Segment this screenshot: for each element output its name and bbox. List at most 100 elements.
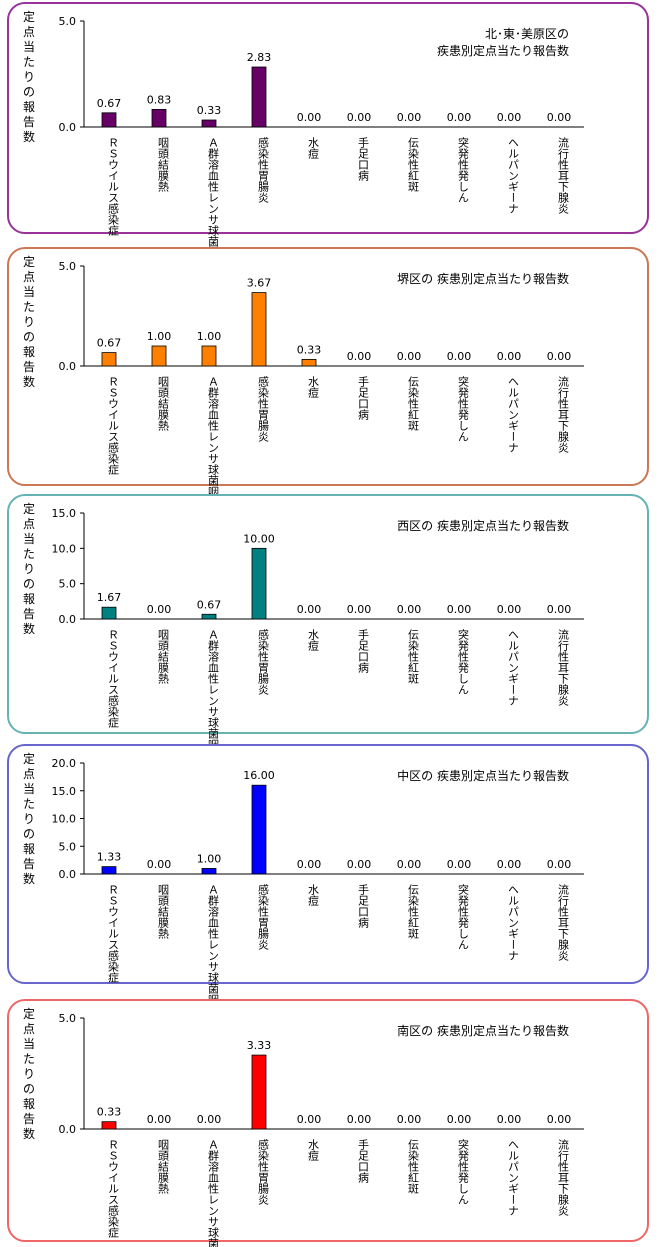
data-label: 3.67	[247, 277, 272, 290]
chart-title-line: 南区の 疾患別定点当たり報告数	[397, 1024, 569, 1038]
y-axis-label: 定点当たりの報告数	[22, 502, 35, 636]
category-label: 咽頭結膜熱	[157, 376, 170, 432]
data-label: 0.00	[347, 603, 372, 616]
category-label: ヘルパンギーナ	[507, 1139, 520, 1216]
category-label: 伝染性紅斑	[407, 137, 420, 193]
bar-chart: 0.0 5.0 0.33 ＲＳウイルス感染症 0.00 咽頭結膜熱 0.00 Ａ群溶血性レンサ…	[59, 1012, 584, 1247]
data-label: 0.00	[497, 350, 522, 363]
category-label: 咽頭結膜熱	[157, 1139, 170, 1195]
data-label: 0.00	[397, 858, 422, 871]
data-label: 0.00	[347, 858, 372, 871]
data-label: 0.00	[297, 603, 322, 616]
bar	[251, 1054, 267, 1130]
y-tick-label: 5.0	[59, 578, 77, 591]
category-label: ＲＳウイルス感染症	[107, 376, 120, 476]
category-label: 手足口病	[357, 136, 370, 182]
bar	[101, 352, 117, 367]
category-label: 伝染性紅斑	[407, 376, 420, 432]
category-label: 感染性胃腸炎	[257, 137, 270, 203]
category-label: Ａ群溶血性レンサ球菌咽頭炎	[207, 376, 220, 519]
category-label: Ａ群溶血性レンサ球菌咽頭炎	[207, 137, 220, 280]
chart-title-line: 中区の 疾患別定点当たり報告数	[397, 769, 569, 783]
category-label: 水痘	[307, 376, 320, 399]
category-label: 手足口病	[357, 375, 370, 421]
y-axis-label: 定点当たりの報告数	[22, 10, 35, 144]
category-label: 咽頭結膜熱	[157, 884, 170, 940]
category-label: 感染性胃腸炎	[257, 884, 270, 950]
category-label: 咽頭結膜熱	[157, 629, 170, 685]
data-label: 0.33	[297, 343, 322, 356]
bar	[251, 547, 267, 620]
bar	[101, 112, 117, 128]
data-label: 16.00	[243, 769, 275, 782]
category-label: 突発性発しん	[457, 628, 470, 695]
category-label: 手足口病	[357, 628, 370, 674]
data-label: 0.00	[347, 350, 372, 363]
data-label: 0.67	[97, 337, 122, 350]
data-label: 0.00	[397, 603, 422, 616]
category-label: 伝染性紅斑	[407, 884, 420, 940]
data-label: 0.00	[147, 1113, 172, 1126]
data-label: 0.00	[547, 111, 572, 124]
y-tick-label: 5.0	[59, 15, 77, 28]
data-label: 1.00	[197, 330, 222, 343]
bar-chart: 0.0 5.0 10.0 15.0 20.0 1.33 ＲＳウイルス感染症 0.00 咽頭結膜熱…	[52, 757, 584, 1027]
bar	[251, 292, 267, 367]
category-label: 手足口病	[357, 883, 370, 929]
data-label: 0.00	[397, 111, 422, 124]
category-label: 感染性胃腸炎	[257, 1139, 270, 1205]
data-label: 0.83	[147, 93, 172, 106]
category-label: 突発性発しん	[457, 375, 470, 442]
data-label: 0.00	[547, 1113, 572, 1126]
y-tick-label: 5.0	[59, 840, 77, 853]
y-axis-label: 定点当たりの報告数	[22, 255, 35, 389]
category-label: ヘルパンギーナ	[507, 376, 520, 453]
category-label: Ａ群溶血性レンサ球菌咽頭炎	[207, 1139, 220, 1247]
data-label: 3.33	[247, 1039, 272, 1052]
data-label: 0.00	[347, 111, 372, 124]
data-label: 0.00	[497, 858, 522, 871]
bar	[201, 868, 217, 875]
y-tick-label: 10.0	[52, 542, 77, 555]
y-tick-label: 5.0	[59, 260, 77, 273]
data-label: 0.00	[447, 1113, 472, 1126]
chart-title: 中区の 疾患別定点当たり報告数	[397, 768, 569, 785]
y-tick-label: 0.0	[59, 121, 77, 134]
bar-chart: 0.0 5.0 0.67 ＲＳウイルス感染症 1.00 咽頭結膜熱 1.00 Ａ群溶血性レンサ…	[59, 260, 584, 519]
data-label: 1.00	[147, 330, 172, 343]
category-label: ＲＳウイルス感染症	[107, 629, 120, 729]
chart-panel-north-east-mihara: 定点当たりの報告数 北･東･美原区の 疾患別定点当たり報告数 0.0 5.0 0.67 ＲＳ…	[7, 2, 649, 280]
category-label: ヘルパンギーナ	[507, 884, 520, 961]
y-tick-label: 0.0	[59, 1123, 77, 1136]
category-label: 水痘	[307, 884, 320, 907]
data-label: 0.00	[447, 603, 472, 616]
data-label: 0.00	[347, 1113, 372, 1126]
chart-title: 北･東･美原区の疾患別定点当たり報告数	[437, 26, 569, 60]
chart-title: 南区の 疾患別定点当たり報告数	[397, 1023, 569, 1040]
bar	[151, 109, 167, 128]
chart-title: 堺区の 疾患別定点当たり報告数	[397, 271, 569, 288]
category-label: 伝染性紅斑	[407, 1139, 420, 1195]
data-label: 0.00	[297, 111, 322, 124]
y-axis-label: 定点当たりの報告数	[22, 1007, 35, 1141]
category-label: Ａ群溶血性レンサ球菌咽頭炎	[207, 884, 220, 1027]
category-label: 水痘	[307, 1139, 320, 1162]
category-label: 突発性発しん	[457, 1138, 470, 1205]
data-label: 0.00	[497, 603, 522, 616]
chart-title-line: 堺区の 疾患別定点当たり報告数	[397, 272, 569, 286]
y-tick-label: 15.0	[52, 785, 77, 798]
data-label: 2.83	[247, 51, 272, 64]
data-label: 0.00	[547, 350, 572, 363]
y-axis-label: 定点当たりの報告数	[22, 752, 35, 886]
chart-title-line: 北･東･美原区の	[484, 27, 569, 41]
chart-title-line: 疾患別定点当たり報告数	[436, 44, 569, 58]
chart-title-line: 西区の 疾患別定点当たり報告数	[397, 519, 569, 533]
bar	[201, 613, 217, 620]
category-label: ヘルパンギーナ	[507, 137, 520, 214]
data-label: 0.00	[297, 858, 322, 871]
data-label: 1.00	[197, 852, 222, 865]
bar	[101, 1121, 117, 1130]
bar-chart: 0.0 5.0 0.67 ＲＳウイルス感染症 0.83 咽頭結膜熱 0.33 Ａ群溶血性レンサ…	[59, 15, 584, 280]
data-label: 0.00	[497, 111, 522, 124]
data-label: 0.00	[397, 350, 422, 363]
